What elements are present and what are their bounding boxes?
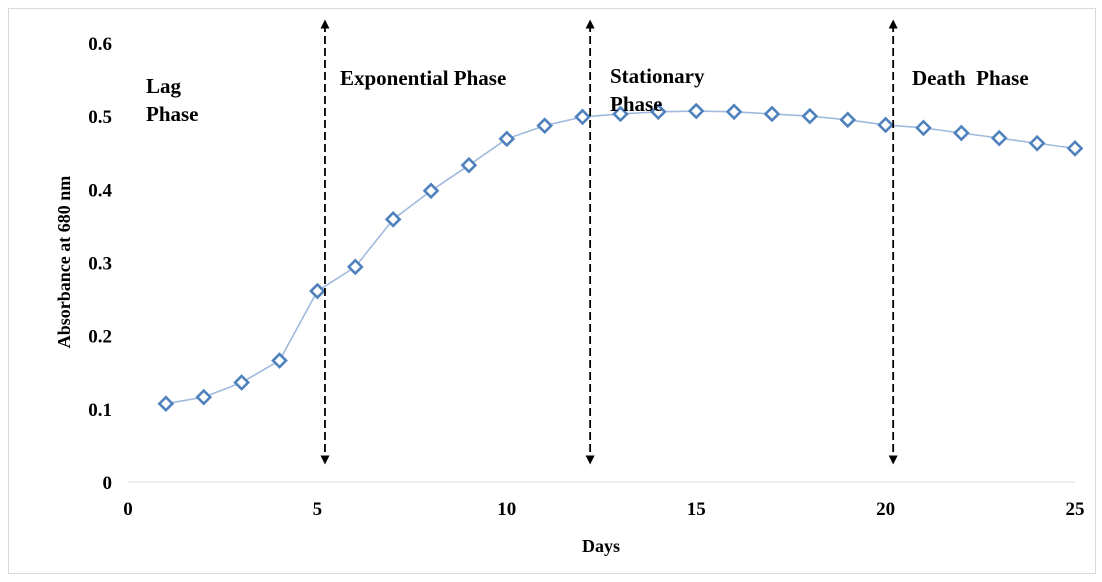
x-tick-label: 0 (123, 499, 133, 520)
y-tick-label: 0.5 (88, 107, 112, 128)
data-point-marker (612, 105, 629, 123)
data-point-marker (801, 107, 819, 125)
data-point-marker (649, 103, 667, 121)
data-point-marker (460, 156, 478, 174)
data-point-marker (953, 124, 970, 142)
data-point-marker (574, 108, 591, 126)
phase-label: Phase (610, 92, 663, 116)
x-tick-label: 20 (876, 499, 895, 520)
data-point-marker (877, 116, 894, 134)
data-point-marker (157, 395, 175, 413)
x-axis-title: Days (582, 536, 620, 556)
phase-label: Stationary (610, 64, 705, 88)
y-tick-label: 0 (103, 473, 113, 494)
phase-label: Lag (146, 74, 182, 98)
y-tick-label: 0.2 (88, 327, 112, 348)
data-point-marker (1028, 134, 1046, 152)
data-point-marker (915, 119, 932, 137)
x-tick-label: 25 (1066, 499, 1085, 520)
data-point-marker (725, 103, 743, 121)
data-point-marker (422, 182, 440, 200)
data-point-marker (763, 105, 781, 123)
x-tick-label: 10 (497, 499, 516, 520)
phase-label: Phase (146, 102, 199, 126)
series-line-group (165, 110, 1076, 405)
data-point-marker (233, 374, 250, 391)
data-point-marker (384, 210, 402, 228)
y-tick-label: 0.1 (88, 400, 112, 421)
y-tick-label: 0.3 (88, 254, 112, 275)
data-point-marker (1066, 140, 1084, 157)
y-axis-title: Absorbance at 680 nm (54, 176, 74, 349)
data-point-marker (195, 388, 213, 406)
markers-group (157, 102, 1084, 413)
data-point-marker (687, 102, 705, 120)
phase-label: Death Phase (912, 66, 1029, 90)
chart-frame (8, 8, 1096, 574)
data-point-marker (271, 352, 288, 369)
phase-label: Exponential Phase (340, 66, 506, 90)
y-tick-label: 0.6 (88, 34, 112, 55)
data-point-marker (990, 129, 1008, 147)
x-tick-label: 5 (313, 499, 323, 520)
data-point-marker (309, 282, 326, 300)
y-tick-label: 0.4 (88, 180, 112, 201)
phase-labels: Lag Phase Exponential Phase Stationary Phase… (146, 64, 1029, 126)
data-point-marker (839, 111, 857, 129)
series-line (165, 110, 1076, 405)
data-point-marker (498, 130, 516, 148)
phase-dividers (320, 19, 898, 465)
x-tick-label: 15 (687, 499, 706, 520)
data-point-marker (346, 258, 364, 276)
data-point-marker (536, 117, 554, 135)
axes: 0 0.1 0.2 0.3 0.4 0.5 0.6 0 5 10 15 20 25 Days Absorba… (54, 34, 1085, 556)
